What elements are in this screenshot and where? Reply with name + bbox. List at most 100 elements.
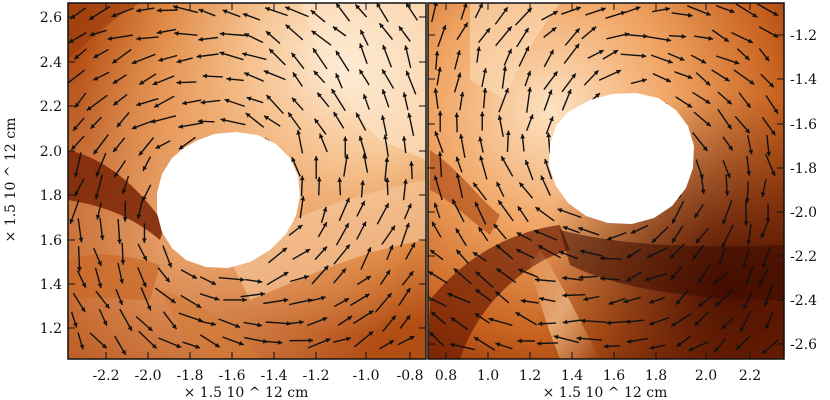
velocity-arrowhead: [120, 260, 126, 265]
velocity-arrowhead: [679, 56, 685, 61]
velocity-arrowhead: [606, 320, 611, 326]
velocity-arrowhead: [325, 338, 331, 343]
velocity-arrowhead: [544, 159, 549, 164]
velocity-arrowhead: [90, 123, 96, 129]
velocity-arrowhead: [344, 154, 349, 159]
velocity-arrowhead: [95, 171, 100, 177]
velocity-arrowhead: [155, 144, 161, 149]
velocity-arrowhead: [170, 298, 176, 303]
velocity-arrowhead: [520, 134, 526, 139]
velocity-arrowhead: [635, 6, 641, 11]
velocity-arrowhead: [626, 253, 632, 258]
velocity-arrowhead: [747, 38, 753, 43]
velocity-arrowhead: [748, 149, 754, 155]
velocity-arrowhead: [68, 38, 74, 43]
velocity-arrowhead: [291, 52, 296, 58]
velocity-arrowhead: [462, 3, 468, 8]
velocity-arrowhead: [102, 320, 108, 326]
velocity-arrowhead: [454, 112, 460, 118]
velocity-arrowhead: [285, 6, 291, 11]
velocity-arrowhead: [672, 237, 677, 243]
velocity-arrowhead: [260, 291, 265, 297]
velocity-arrowhead: [364, 293, 370, 299]
left-x-tick-labels: -2.2 -2.0 -1.8 -1.6 -1.4 -1.2 -1.0 -0.8: [93, 368, 424, 384]
velocity-arrowhead: [292, 72, 298, 78]
velocity-arrowhead: [766, 151, 771, 157]
velocity-arrowhead: [504, 88, 509, 94]
velocity-arrowhead: [142, 282, 147, 288]
velocity-arrowhead: [535, 207, 541, 212]
velocity-arrowhead: [576, 336, 582, 341]
velocity-arrowhead: [702, 146, 708, 152]
velocity-arrowhead: [765, 324, 770, 329]
velocity-arrowhead: [99, 235, 105, 240]
velocity-arrowhead: [433, 175, 439, 181]
velocity-arrowhead: [746, 171, 752, 176]
right-x-tick-label: 0.8: [435, 368, 457, 384]
velocity-arrowhead: [769, 82, 774, 88]
velocity-arrowhead: [694, 213, 699, 218]
velocity-arrowhead: [698, 278, 703, 284]
velocity-arrowhead: [136, 36, 141, 41]
velocity-arrowhead: [142, 255, 147, 261]
velocity-arrowhead: [178, 124, 184, 129]
velocity-arrowhead: [257, 279, 263, 284]
velocity-arrowhead: [567, 89, 572, 95]
right-y-tick-label: -1.6: [790, 117, 817, 133]
velocity-arrowhead: [222, 9, 228, 14]
velocity-arrowhead: [376, 3, 381, 8]
velocity-arrowhead: [557, 208, 563, 213]
velocity-arrowhead: [383, 134, 388, 140]
velocity-arrowhead: [75, 102, 80, 108]
velocity-arrowhead: [220, 117, 226, 123]
velocity-arrowhead: [360, 200, 365, 206]
velocity-arrowhead: [264, 115, 269, 121]
velocity-arrowhead: [113, 100, 119, 106]
velocity-arrowhead: [501, 156, 506, 162]
velocity-arrowhead: [379, 23, 384, 29]
velocity-arrowhead: [77, 266, 82, 272]
left-x-tick-label: -0.8: [397, 368, 424, 384]
velocity-arrowhead: [538, 321, 543, 327]
velocity-arrowhead: [202, 73, 208, 79]
right-y-tick-label: -2.6: [790, 337, 817, 353]
velocity-arrowhead: [263, 70, 269, 75]
velocity-arrowhead: [473, 182, 478, 188]
velocity-arrowhead: [459, 91, 465, 97]
velocity-arrowhead: [708, 35, 713, 41]
velocity-arrowhead: [743, 221, 749, 226]
velocity-arrowhead: [721, 242, 727, 248]
velocity-arrowhead: [714, 347, 720, 352]
right-y-tick-label: -1.4: [790, 72, 817, 88]
velocity-arrowhead: [431, 311, 436, 317]
velocity-arrowhead: [116, 122, 122, 128]
right-y-tick-label: -2.2: [790, 249, 817, 265]
velocity-arrowhead: [291, 157, 296, 163]
velocity-arrowhead: [722, 219, 727, 225]
velocity-arrowhead: [437, 151, 443, 156]
velocity-arrowhead: [600, 276, 605, 282]
velocity-arrowhead: [502, 66, 508, 71]
velocity-arrowhead: [496, 244, 501, 250]
velocity-arrowhead: [323, 265, 329, 271]
velocity-arrowhead: [474, 313, 480, 318]
velocity-arrowhead: [314, 118, 319, 124]
velocity-arrowhead: [496, 268, 502, 273]
velocity-arrowhead: [562, 275, 567, 281]
velocity-arrowhead: [176, 343, 182, 348]
velocity-arrowhead: [300, 196, 306, 201]
left-y-tick-labels: 2.6 2.4 2.2 2.0 1.8 1.6 1.4 1.2: [40, 10, 62, 337]
velocity-arrowhead: [700, 189, 706, 195]
velocity-arrowhead: [651, 237, 657, 243]
velocity-arrowhead: [360, 29, 365, 35]
velocity-arrowhead: [80, 307, 86, 312]
left-y-axis-title: × 1.5 10 ^ 12 cm: [3, 118, 19, 243]
velocity-arrowhead: [493, 223, 499, 229]
velocity-arrowhead: [433, 202, 439, 208]
velocity-arrowhead: [574, 28, 580, 34]
velocity-arrowhead: [476, 46, 481, 52]
velocity-arrow: [68, 69, 86, 84]
velocity-arrowhead: [574, 43, 580, 49]
velocity-arrowhead: [498, 200, 503, 206]
velocity-arrowhead: [402, 92, 408, 98]
